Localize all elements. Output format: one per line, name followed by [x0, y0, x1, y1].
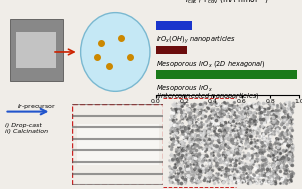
Bar	[156, 46, 187, 54]
Bar	[156, 21, 192, 30]
Text: $\it{Ir}$-precursor: $\it{Ir}$-precursor	[17, 102, 56, 111]
Text: Low concentrated
solution: Low concentrated solution	[78, 0, 149, 1]
Bar	[77, 124, 159, 165]
Title: $\it{I}_\mathrm{cat}$ / $\it{\Gamma}_\mathrm{cov}$ (mA nmol$^{-1}$): $\it{I}_\mathrm{cat}$ / $\it{\Gamma}_\ma…	[185, 0, 269, 6]
Bar	[10, 19, 63, 81]
Circle shape	[81, 13, 150, 91]
Text: $\it{Mesoporous\ IrO_x}$: $\it{Mesoporous\ IrO_x}$	[156, 83, 212, 94]
Text: $\it{IrO_x(OH)_y}$ $\it{nanoparticles}$: $\it{IrO_x(OH)_y}$ $\it{nanoparticles}$	[156, 34, 236, 46]
Text: $\it{(interconnected\ nanoparticles)}$: $\it{(interconnected\ nanoparticles)}$	[156, 90, 259, 101]
Text: 20 nm: 20 nm	[255, 180, 273, 185]
Bar	[246, 175, 277, 178]
Text: $\it{Mesoporous\ IrO_x\ (2D\ hexagonal)}$: $\it{Mesoporous\ IrO_x\ (2D\ hexagonal)}…	[156, 59, 265, 69]
Bar	[156, 70, 297, 79]
Text: i) Drop-cast
ii) Calcination: i) Drop-cast ii) Calcination	[5, 123, 48, 134]
Bar	[16, 32, 56, 68]
